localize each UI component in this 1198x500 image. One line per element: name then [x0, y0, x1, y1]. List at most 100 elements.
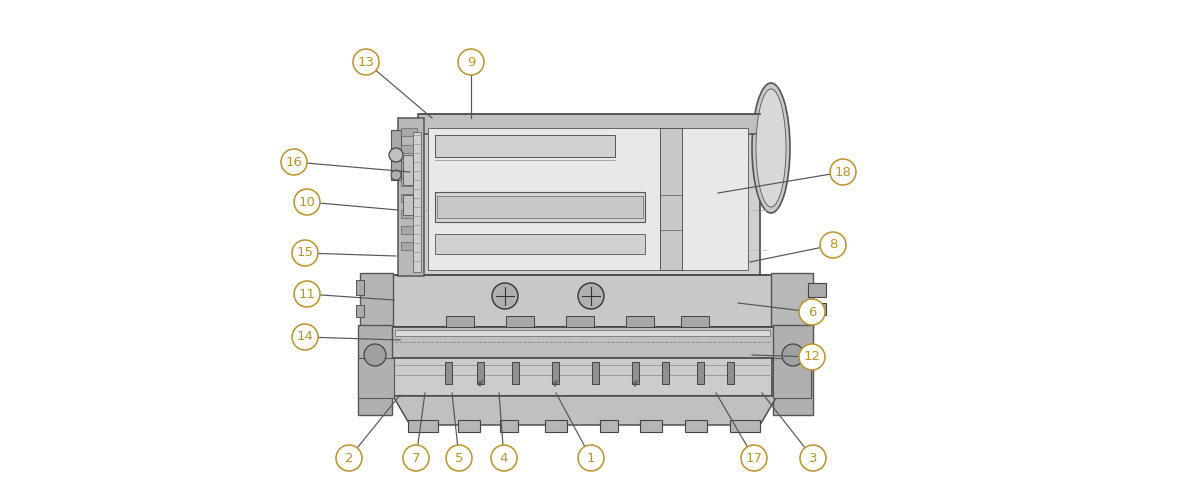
- Text: 18: 18: [835, 166, 852, 178]
- FancyBboxPatch shape: [512, 362, 519, 384]
- FancyBboxPatch shape: [409, 420, 438, 432]
- FancyBboxPatch shape: [592, 362, 599, 384]
- FancyBboxPatch shape: [418, 114, 762, 134]
- Ellipse shape: [782, 344, 804, 366]
- Text: 15: 15: [296, 246, 314, 260]
- FancyBboxPatch shape: [401, 128, 417, 136]
- Text: 10: 10: [298, 196, 315, 208]
- Ellipse shape: [577, 283, 604, 309]
- FancyBboxPatch shape: [772, 273, 813, 329]
- FancyBboxPatch shape: [393, 358, 772, 396]
- FancyBboxPatch shape: [565, 316, 594, 327]
- Text: 8: 8: [829, 238, 837, 252]
- Circle shape: [294, 281, 320, 307]
- Text: 12: 12: [804, 350, 821, 364]
- FancyBboxPatch shape: [727, 362, 734, 384]
- Circle shape: [800, 445, 825, 471]
- FancyBboxPatch shape: [391, 130, 401, 180]
- FancyBboxPatch shape: [437, 196, 643, 218]
- Text: 14: 14: [297, 330, 314, 344]
- FancyBboxPatch shape: [361, 273, 393, 329]
- Circle shape: [292, 240, 317, 266]
- FancyBboxPatch shape: [401, 178, 417, 186]
- FancyBboxPatch shape: [660, 128, 682, 270]
- FancyBboxPatch shape: [401, 226, 417, 234]
- FancyBboxPatch shape: [458, 420, 480, 432]
- FancyBboxPatch shape: [773, 358, 811, 398]
- FancyBboxPatch shape: [401, 194, 417, 202]
- FancyBboxPatch shape: [428, 128, 748, 270]
- FancyBboxPatch shape: [662, 362, 668, 384]
- FancyBboxPatch shape: [552, 362, 559, 384]
- Text: 5: 5: [455, 452, 464, 464]
- FancyBboxPatch shape: [395, 330, 770, 336]
- Circle shape: [458, 49, 484, 75]
- FancyBboxPatch shape: [403, 195, 413, 215]
- Ellipse shape: [389, 148, 403, 162]
- Text: 1: 1: [587, 452, 595, 464]
- Ellipse shape: [752, 83, 789, 213]
- FancyBboxPatch shape: [477, 362, 484, 384]
- FancyBboxPatch shape: [633, 362, 639, 384]
- Ellipse shape: [391, 170, 401, 180]
- Circle shape: [446, 445, 472, 471]
- Text: 4: 4: [500, 452, 508, 464]
- Circle shape: [742, 445, 767, 471]
- Circle shape: [353, 49, 379, 75]
- FancyBboxPatch shape: [807, 283, 825, 297]
- Text: 6: 6: [807, 306, 816, 318]
- FancyBboxPatch shape: [403, 155, 413, 185]
- FancyBboxPatch shape: [435, 234, 645, 254]
- FancyBboxPatch shape: [500, 420, 518, 432]
- FancyBboxPatch shape: [401, 242, 417, 250]
- Text: 11: 11: [298, 288, 315, 300]
- Text: 3: 3: [809, 452, 817, 464]
- Circle shape: [335, 445, 362, 471]
- Text: 9: 9: [467, 56, 476, 68]
- Circle shape: [294, 189, 320, 215]
- FancyBboxPatch shape: [446, 316, 474, 327]
- FancyBboxPatch shape: [435, 192, 645, 222]
- Polygon shape: [393, 396, 778, 425]
- FancyBboxPatch shape: [356, 280, 364, 295]
- FancyBboxPatch shape: [358, 358, 394, 398]
- FancyBboxPatch shape: [627, 316, 654, 327]
- FancyBboxPatch shape: [358, 325, 392, 415]
- FancyBboxPatch shape: [600, 420, 618, 432]
- FancyBboxPatch shape: [506, 316, 534, 327]
- FancyBboxPatch shape: [444, 362, 452, 384]
- Text: 13: 13: [357, 56, 375, 68]
- FancyBboxPatch shape: [401, 145, 417, 153]
- Ellipse shape: [756, 89, 786, 207]
- FancyBboxPatch shape: [685, 420, 707, 432]
- FancyBboxPatch shape: [420, 118, 760, 276]
- FancyBboxPatch shape: [413, 132, 420, 272]
- FancyBboxPatch shape: [680, 316, 709, 327]
- FancyBboxPatch shape: [401, 210, 417, 218]
- Circle shape: [799, 299, 825, 325]
- FancyBboxPatch shape: [435, 135, 615, 157]
- FancyBboxPatch shape: [640, 420, 662, 432]
- Circle shape: [577, 445, 604, 471]
- FancyBboxPatch shape: [730, 420, 760, 432]
- Circle shape: [282, 149, 307, 175]
- FancyBboxPatch shape: [401, 162, 417, 170]
- Circle shape: [819, 232, 846, 258]
- Ellipse shape: [492, 283, 518, 309]
- Text: 16: 16: [285, 156, 302, 168]
- Circle shape: [830, 159, 857, 185]
- FancyBboxPatch shape: [807, 303, 825, 315]
- FancyBboxPatch shape: [391, 275, 775, 327]
- Ellipse shape: [364, 344, 386, 366]
- FancyBboxPatch shape: [545, 420, 567, 432]
- FancyBboxPatch shape: [773, 325, 813, 415]
- FancyBboxPatch shape: [391, 327, 775, 359]
- FancyBboxPatch shape: [398, 118, 424, 276]
- Circle shape: [292, 324, 317, 350]
- Text: 2: 2: [345, 452, 353, 464]
- Circle shape: [491, 445, 518, 471]
- Text: 7: 7: [412, 452, 420, 464]
- Circle shape: [403, 445, 429, 471]
- Circle shape: [799, 344, 825, 370]
- FancyBboxPatch shape: [356, 305, 364, 317]
